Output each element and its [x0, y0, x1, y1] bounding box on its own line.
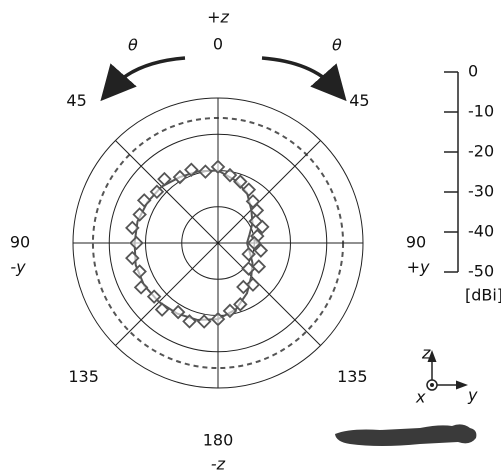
angle-label: 45: [66, 91, 86, 110]
scale-label: -40: [468, 222, 494, 241]
triad-label: x: [415, 388, 426, 407]
diamond-marker: [135, 281, 147, 293]
scale-unit: [dBi]: [465, 286, 501, 305]
triad-label: z: [421, 344, 431, 363]
diamond-marker: [130, 237, 142, 249]
angle-label: 90: [10, 233, 30, 252]
diamond-marker: [243, 248, 255, 260]
spoke: [218, 243, 321, 346]
diamond-marker: [174, 171, 186, 183]
diamond-marker: [234, 176, 246, 188]
axes-triad: [427, 356, 462, 390]
angle-label: 135: [337, 367, 368, 386]
diamond-marker: [198, 316, 210, 328]
diamond-marker: [156, 304, 168, 316]
diamond-marker: [243, 184, 255, 196]
angle-label: 45: [349, 91, 369, 110]
spoke: [218, 140, 321, 243]
triad-label: y: [467, 386, 478, 405]
diamond-marker: [253, 261, 265, 273]
diamond-marker: [138, 194, 150, 206]
angle-label: 135: [68, 367, 99, 386]
chart: θ θ +z -z -y +y [dBi] z y x 0 45 90 135 180 1…: [0, 0, 501, 474]
angle-label: 180: [203, 431, 234, 450]
scale-label: 0: [468, 62, 478, 81]
scale-label: -20: [468, 142, 494, 161]
direction-label: -y: [10, 258, 26, 277]
angle-label: 90: [406, 233, 426, 252]
scale-label: -30: [468, 182, 494, 201]
theta-label: θ: [128, 36, 138, 55]
diamond-marker: [199, 166, 211, 178]
diamond-marker: [134, 266, 146, 278]
theta-arrow-right: [262, 58, 335, 88]
direction-label: +y: [407, 258, 430, 277]
angle-label: 0: [213, 35, 223, 54]
body-silhouette: [335, 424, 476, 446]
direction-label: +z: [207, 8, 229, 27]
direction-label: -z: [211, 455, 226, 474]
theta-arrow-left: [112, 58, 185, 88]
scale-label: -50: [468, 262, 494, 281]
theta-label: θ: [332, 36, 342, 55]
scale-label: -10: [468, 102, 494, 121]
